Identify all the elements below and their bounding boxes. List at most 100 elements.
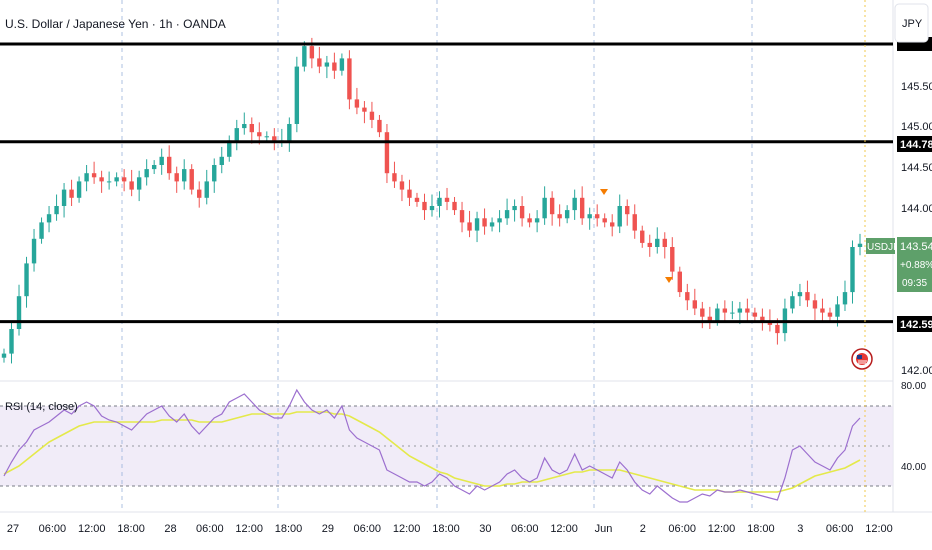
candle-body[interactable] — [189, 169, 194, 190]
candle-body[interactable] — [309, 46, 315, 59]
candle-body[interactable] — [519, 206, 525, 219]
candle-body[interactable] — [61, 189, 67, 206]
candle-body[interactable] — [317, 58, 322, 67]
candle-body[interactable] — [670, 247, 675, 272]
candle-body[interactable] — [677, 271, 682, 293]
candle-body[interactable] — [91, 173, 97, 178]
candle-body[interactable] — [151, 165, 157, 170]
us-event-flag-icon[interactable] — [851, 348, 873, 370]
candle-body[interactable] — [835, 304, 840, 317]
candle-body[interactable] — [392, 173, 397, 182]
candle-body[interactable] — [242, 124, 247, 129]
currency-button[interactable] — [894, 3, 929, 43]
candle-body[interactable] — [429, 206, 435, 211]
candle-body[interactable] — [99, 177, 104, 182]
candle-body[interactable] — [775, 324, 780, 334]
candle-body[interactable] — [227, 140, 232, 157]
candle-body[interactable] — [9, 329, 14, 354]
candle-body[interactable] — [414, 197, 420, 202]
candle-body[interactable] — [257, 132, 262, 137]
candle-body[interactable] — [197, 189, 202, 198]
candle-body[interactable] — [129, 181, 134, 190]
candle-body[interactable] — [437, 197, 442, 206]
candle-body[interactable] — [31, 238, 37, 264]
candle-body[interactable] — [84, 173, 89, 182]
candle-body[interactable] — [474, 218, 480, 231]
candle-body[interactable] — [294, 66, 300, 124]
candle-body[interactable] — [39, 222, 44, 239]
candle-body[interactable] — [715, 308, 720, 321]
candle-body[interactable] — [850, 247, 855, 293]
candle-body[interactable] — [234, 128, 239, 141]
candle-body[interactable] — [212, 165, 217, 182]
time-axis[interactable]: 27 06:00 12:00 18:00 28 06:00 12:00 18:00 29 06:0… — [7, 523, 893, 535]
candle-body[interactable] — [324, 62, 330, 67]
candlestick-series[interactable] — [1, 37, 863, 364]
candle-body[interactable] — [182, 169, 187, 182]
candle-body[interactable] — [452, 201, 457, 211]
candle-body[interactable] — [745, 308, 750, 313]
candle-body[interactable] — [287, 124, 292, 141]
candle-body[interactable] — [662, 238, 667, 247]
candle-body[interactable] — [399, 181, 405, 190]
candle-body[interactable] — [69, 189, 74, 198]
candle-body[interactable] — [752, 312, 758, 317]
candle-body[interactable] — [369, 111, 375, 120]
candle-body[interactable] — [219, 156, 224, 165]
candle-body[interactable] — [564, 210, 570, 219]
candle-body[interactable] — [857, 243, 863, 247]
candle-body[interactable] — [24, 263, 29, 297]
candle-body[interactable] — [617, 206, 622, 227]
rsi-legend-label[interactable]: RSI (14, close) — [5, 401, 78, 413]
candle-body[interactable] — [422, 201, 427, 211]
candle-body[interactable] — [497, 218, 502, 223]
candle-body[interactable] — [527, 218, 532, 223]
candle-body[interactable] — [632, 214, 637, 231]
candle-body[interactable] — [144, 169, 149, 178]
candle-body[interactable] — [121, 177, 127, 182]
candle-body[interactable] — [384, 132, 390, 174]
candle-body[interactable] — [159, 156, 164, 165]
candle-body[interactable] — [737, 308, 743, 313]
candle-body[interactable] — [407, 189, 412, 198]
candle-body[interactable] — [730, 312, 735, 314]
candle-body[interactable] — [272, 136, 277, 141]
candle-body[interactable] — [106, 181, 112, 183]
candle-body[interactable] — [512, 206, 517, 211]
candle-body[interactable] — [76, 181, 82, 198]
candle-body[interactable] — [812, 300, 818, 309]
currency-button-label[interactable]: JPY — [902, 18, 923, 30]
candle-body[interactable] — [136, 177, 142, 190]
candle-body[interactable] — [625, 206, 630, 215]
candle-body[interactable] — [504, 210, 510, 219]
candle-body[interactable] — [685, 292, 690, 301]
candle-body[interactable] — [249, 124, 254, 133]
candle-body[interactable] — [362, 107, 367, 112]
candle-body[interactable] — [707, 316, 713, 321]
candle-body[interactable] — [692, 300, 698, 309]
candle-body[interactable] — [805, 292, 810, 301]
candle-body[interactable] — [339, 58, 345, 71]
candle-body[interactable] — [166, 156, 172, 174]
candle-body[interactable] — [1, 353, 7, 358]
candle-body[interactable] — [820, 308, 825, 313]
candle-body[interactable] — [264, 136, 270, 138]
candle-body[interactable] — [459, 210, 465, 223]
candle-body[interactable] — [534, 218, 540, 223]
candle-body[interactable] — [332, 62, 337, 71]
candle-body[interactable] — [587, 214, 592, 219]
candle-body[interactable] — [444, 197, 450, 202]
candle-body[interactable] — [797, 292, 803, 297]
candle-body[interactable] — [557, 214, 562, 219]
candle-body[interactable] — [647, 242, 652, 247]
candle-body[interactable] — [204, 181, 209, 198]
candle-body[interactable] — [302, 46, 307, 67]
candle-body[interactable] — [377, 119, 382, 133]
candle-body[interactable] — [572, 197, 577, 211]
horizontal-levels[interactable] — [0, 42, 893, 324]
candle-body[interactable] — [827, 312, 833, 317]
candle-body[interactable] — [700, 308, 705, 317]
candle-body[interactable] — [542, 197, 547, 219]
candle-body[interactable] — [467, 222, 472, 231]
